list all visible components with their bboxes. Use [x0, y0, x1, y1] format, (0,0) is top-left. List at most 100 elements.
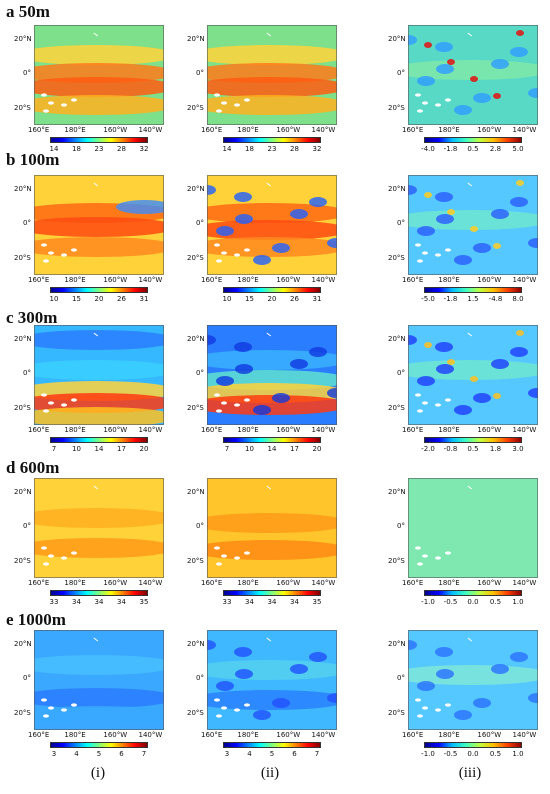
island-shape: [467, 637, 473, 642]
island-shape: [221, 554, 227, 558]
field-anomaly: [327, 388, 337, 398]
island-shape: [71, 248, 77, 252]
island-shape: [93, 182, 99, 187]
island-shape: [93, 485, 99, 490]
lon-label: 160°W: [276, 731, 301, 739]
field-anomaly: [436, 214, 454, 224]
colorbar-tick-label: 14: [94, 445, 104, 453]
colorbar-tick-label: 26: [290, 295, 299, 303]
island-shape: [61, 403, 67, 407]
map-panel: [207, 175, 337, 275]
lon-label: 140°W: [138, 731, 163, 739]
map-panel: [408, 25, 538, 125]
colorbar-tick-label: 10: [72, 445, 81, 453]
lon-label: 160°E: [402, 579, 424, 587]
island-shape: [417, 714, 423, 718]
field-anomaly: [234, 192, 252, 202]
colorbar: [50, 742, 148, 748]
lon-label: 160°W: [276, 426, 301, 434]
map-field: [34, 25, 164, 125]
map-border: [207, 630, 337, 730]
colorbar-tick-label: -0.5: [443, 598, 458, 606]
lon-label: 140°W: [138, 126, 163, 134]
island-shape: [48, 706, 54, 710]
colorbar-tick-label: 1.8: [489, 445, 502, 453]
colorbar-tick-label: 23: [267, 145, 277, 153]
field-anomaly: [454, 710, 472, 720]
island-shape: [445, 703, 451, 707]
colorbar: [223, 590, 321, 596]
colorbar-tick-label: 17: [290, 445, 299, 453]
colorbar-tick-label: 0.0: [467, 750, 479, 758]
lat-label: 20°N: [187, 488, 205, 496]
lon-label: 160°W: [276, 276, 301, 284]
lon-label: 160°E: [28, 579, 50, 587]
colorbar-tick-label: 34: [117, 598, 126, 606]
lon-label: 160°W: [477, 276, 502, 284]
colorbar-tick-label: 35: [312, 598, 322, 606]
lon-label: 160°W: [103, 731, 128, 739]
island-shape: [435, 253, 441, 257]
lat-label: 20°S: [388, 104, 405, 112]
lat-label: 20°S: [187, 404, 204, 412]
map-border: [408, 175, 538, 275]
colorbar-tick-label: 0.5: [467, 145, 479, 153]
island-shape: [234, 103, 240, 107]
island-shape: [61, 556, 67, 560]
lon-label: 180°E: [237, 426, 259, 434]
lat-label: 20°N: [187, 35, 205, 43]
colorbar-tick-label: 7: [141, 750, 147, 758]
colorbar-tick-label: 32: [139, 145, 149, 153]
field-anomaly: [235, 364, 253, 374]
field-anomaly: [528, 238, 538, 248]
lon-label: 160°W: [276, 579, 301, 587]
colorbar-tick-label: 28: [117, 145, 126, 153]
row-label: b 100m: [6, 150, 60, 169]
island-shape: [415, 243, 421, 247]
lon-label: 140°W: [311, 126, 336, 134]
field-anomaly: [491, 59, 509, 69]
field-anomaly: [470, 76, 478, 82]
field-anomaly: [473, 393, 491, 403]
colorbar-tick-label: 20: [267, 295, 277, 303]
lat-label: 0°: [196, 69, 204, 77]
field-anomaly: [234, 647, 252, 657]
map-field: [34, 175, 164, 275]
colorbar-tick-label: 33: [222, 598, 232, 606]
map-border: [34, 175, 164, 275]
map-field: [408, 478, 538, 578]
colorbar: [50, 590, 148, 596]
map-border: [207, 325, 337, 425]
field-anomaly: [454, 255, 472, 265]
lon-label: 180°E: [237, 276, 259, 284]
colorbar-tick-label: -0.8: [443, 445, 458, 453]
lon-label: 160°W: [103, 126, 128, 134]
colorbar-tick-label: 20: [312, 445, 322, 453]
island-shape: [93, 637, 99, 642]
lat-label: 20°S: [187, 557, 204, 565]
map-panel: [34, 325, 164, 425]
colorbar-tick-label: 0.5: [489, 750, 502, 758]
map-panel: [408, 478, 538, 578]
island-shape: [41, 698, 47, 702]
island-shape: [244, 551, 250, 555]
field-band: [207, 45, 337, 65]
colorbar-tick-label: 4: [247, 750, 252, 758]
colorbar-tick-label: 7: [51, 445, 57, 453]
island-shape: [417, 259, 423, 263]
map-panel: [34, 478, 164, 578]
island-shape: [445, 398, 451, 402]
lat-label: 0°: [397, 219, 405, 227]
field-band: [34, 77, 164, 97]
island-shape: [71, 551, 77, 555]
lon-label: 160°W: [477, 426, 502, 434]
field-anomaly: [216, 376, 234, 386]
island-shape: [41, 546, 47, 550]
island-shape: [41, 93, 47, 97]
field-band: [207, 660, 337, 680]
lat-label: 20°S: [14, 557, 31, 565]
lon-label: 140°W: [512, 731, 537, 739]
field-anomaly: [216, 681, 234, 691]
lat-label: 20°S: [14, 104, 31, 112]
field-band: [207, 395, 337, 415]
